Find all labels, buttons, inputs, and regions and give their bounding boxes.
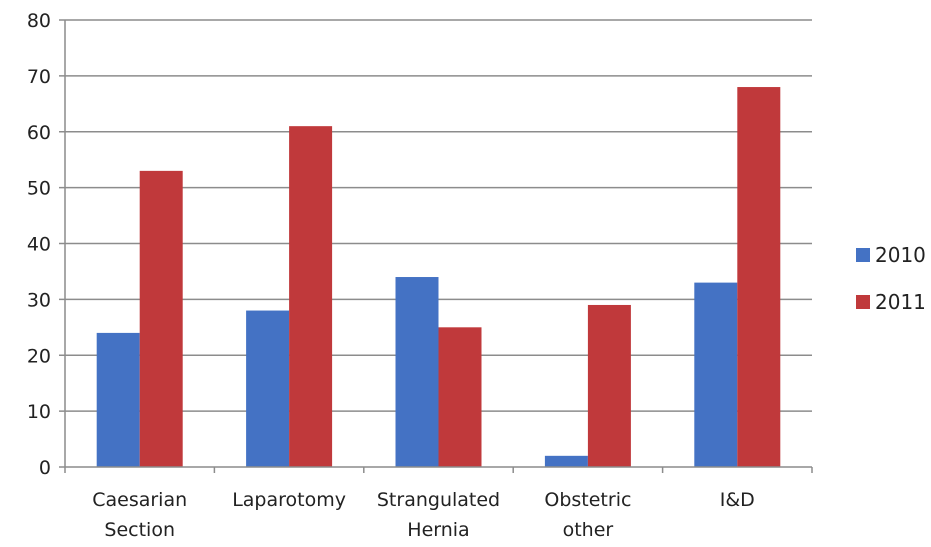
x-category-label-line: Hernia <box>407 519 469 541</box>
legend-label: 2010 <box>875 243 926 267</box>
x-category-label: Laparotomy <box>232 489 346 511</box>
legend-swatch-2011 <box>856 295 870 309</box>
bar-2011 <box>587 304 631 467</box>
bar-2010 <box>694 282 738 467</box>
bar-2011 <box>139 170 183 468</box>
x-category-label-line: Strangulated <box>377 489 500 511</box>
bar-2010 <box>246 310 290 467</box>
x-category-label-line: Section <box>104 519 175 541</box>
y-tick-label: 60 <box>27 122 51 144</box>
y-tick-label: 50 <box>27 178 51 200</box>
y-tick-label: 40 <box>27 234 51 256</box>
bars <box>96 87 781 468</box>
legend-swatch-2010 <box>856 248 870 262</box>
x-category-label-line: Obstetric <box>544 489 631 511</box>
legend-label: 2011 <box>875 290 926 314</box>
x-category-label-line: Laparotomy <box>232 489 346 511</box>
bar-2010 <box>395 277 439 467</box>
legend: 2010 2011 <box>856 243 926 314</box>
y-tick-label: 30 <box>27 289 51 311</box>
x-category-label: Strangulated Hernia <box>377 489 500 541</box>
x-category-label: Caesarian Section <box>92 489 187 541</box>
x-category-label-line: Caesarian <box>92 489 187 511</box>
x-category-label: Obstetric other <box>544 489 631 541</box>
x-category-label-line: other <box>563 519 614 541</box>
x-category-labels: Caesarian Section Laparotomy Strangulated He… <box>92 489 755 541</box>
y-tick-label: 20 <box>27 345 51 367</box>
bar-2011 <box>737 87 781 468</box>
x-category-label-line: I&D <box>720 489 755 511</box>
y-tick-labels: 0 10 20 30 40 50 60 70 80 <box>27 10 51 479</box>
bar-2010 <box>96 332 140 467</box>
x-category-label: I&D <box>720 489 755 511</box>
y-tick-label: 80 <box>27 10 51 32</box>
bar-2011 <box>438 327 482 467</box>
y-tick-label: 0 <box>39 457 51 479</box>
axes <box>59 19 813 473</box>
y-tick-label: 10 <box>27 401 51 423</box>
bar-2010 <box>544 455 588 467</box>
y-tick-label: 70 <box>27 66 51 88</box>
bar-2011 <box>289 126 333 467</box>
